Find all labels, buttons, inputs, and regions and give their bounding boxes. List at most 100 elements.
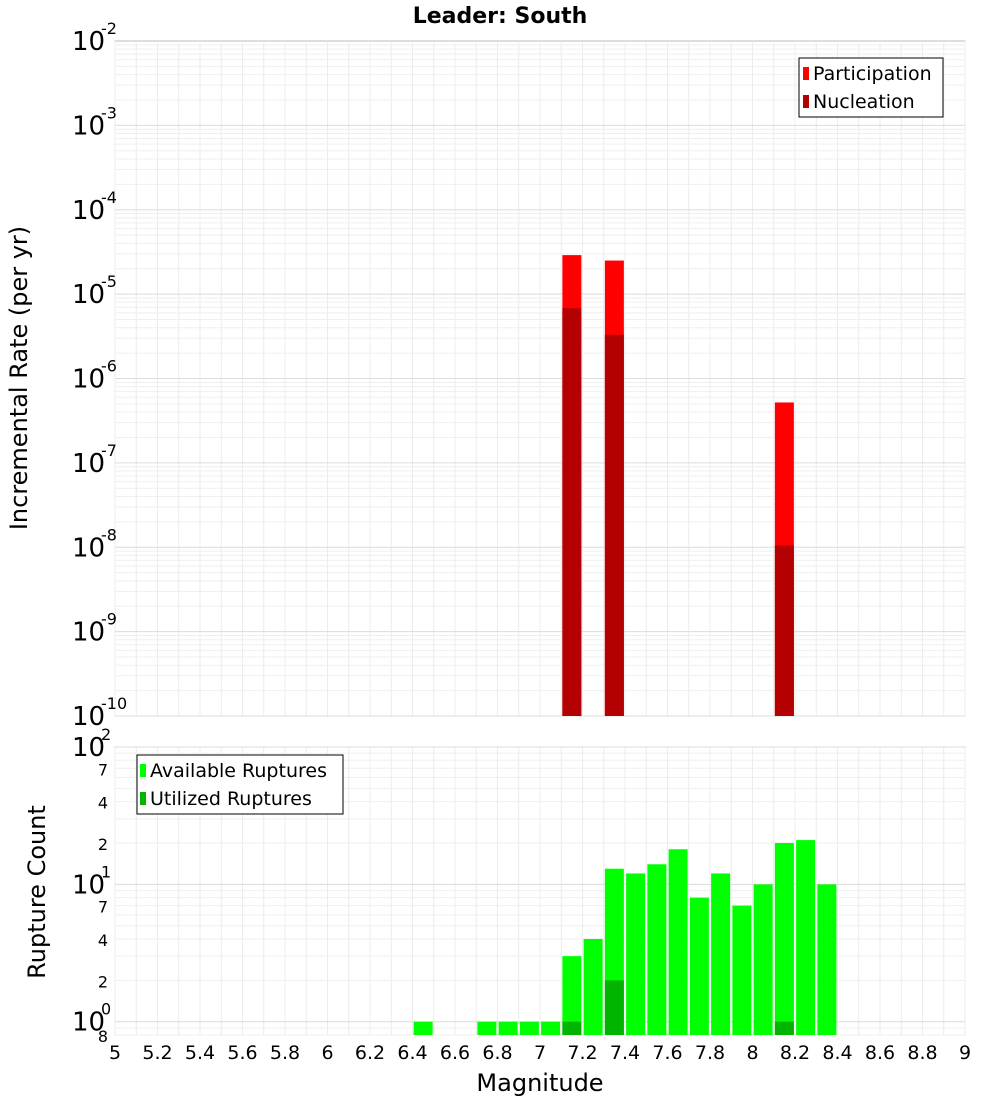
x-tick-label: 6 <box>321 1042 333 1064</box>
count-y-minor-tick: 4 <box>98 931 108 950</box>
nucleation-bar <box>774 545 794 716</box>
rate-y-tick-base: 10 <box>72 702 105 732</box>
available-ruptures-bar <box>583 939 603 1035</box>
x-tick-label: 5.8 <box>270 1042 300 1064</box>
available-legend-swatch <box>140 764 146 777</box>
rate-y-tick-exponent: -2 <box>101 19 117 38</box>
available-ruptures-bar <box>541 1021 561 1035</box>
x-tick-label: 6.2 <box>355 1042 385 1064</box>
available-ruptures-bar <box>753 884 773 1035</box>
x-tick-label: 5.6 <box>227 1042 257 1064</box>
utilized-ruptures-bar <box>562 1021 582 1035</box>
count-legend-box <box>136 754 344 815</box>
count-y-minor-tick: 7 <box>98 898 108 917</box>
x-tick-label: 9 <box>959 1042 971 1064</box>
count-legend: Available Ruptures Utilized Ruptures <box>136 754 344 815</box>
count-y-tick-base: 10 <box>72 870 105 900</box>
x-axis-label: Magnitude <box>476 1069 603 1097</box>
rate-y-tick-base: 10 <box>72 111 105 141</box>
rate-y-tick-base: 10 <box>72 196 105 226</box>
rate-y-tick-exponent: -3 <box>101 103 117 122</box>
count-y-minor-tick: 8 <box>98 1027 108 1046</box>
rate-y-tick-base: 10 <box>72 618 105 648</box>
rate-y-tick-exponent: -4 <box>101 188 117 207</box>
rate-y-tick-exponent: -7 <box>101 441 117 460</box>
utilized-legend-label: Utilized Ruptures <box>150 788 312 810</box>
nucleation-legend-label: Nucleation <box>813 91 915 113</box>
rate-chart: Leader: South 10-1010-910-810-710-610-51… <box>5 4 966 732</box>
available-ruptures-bar <box>519 1021 539 1035</box>
rate-y-axis-label: Incremental Rate (per yr) <box>5 226 33 530</box>
available-ruptures-bar <box>647 864 667 1035</box>
rate-legend: Participation Nucleation <box>798 57 944 118</box>
rate-y-tick-exponent: -5 <box>101 272 117 291</box>
nucleation-bar <box>604 334 624 716</box>
x-tick-label: 6.4 <box>397 1042 427 1064</box>
participation-legend-label: Participation <box>813 63 932 85</box>
x-tick-label: 8.2 <box>780 1042 810 1064</box>
x-tick-label: 8 <box>746 1042 758 1064</box>
available-ruptures-bar <box>817 884 837 1035</box>
available-ruptures-bar <box>413 1021 433 1035</box>
utilized-ruptures-bar <box>604 980 624 1035</box>
count-y-minor-tick: 2 <box>98 972 108 991</box>
count-y-minor-tick: 4 <box>98 794 108 813</box>
rate-legend-box <box>798 57 944 118</box>
x-tick-label: 7.8 <box>695 1042 725 1064</box>
x-tick-label: 5.2 <box>142 1042 172 1064</box>
count-y-minor-tick: 2 <box>98 835 108 854</box>
utilized-legend-swatch <box>140 792 146 805</box>
count-bars <box>413 840 837 1035</box>
rate-y-tick-exponent: -10 <box>101 694 127 713</box>
available-ruptures-bar <box>732 905 752 1035</box>
x-tick-label: 7.4 <box>610 1042 640 1064</box>
rate-y-tick-base: 10 <box>72 449 105 479</box>
available-ruptures-bar <box>668 849 688 1035</box>
available-ruptures-bar <box>796 840 816 1035</box>
nucleation-legend-swatch <box>803 95 809 108</box>
rate-bars <box>562 255 794 716</box>
x-tick-label: 7.6 <box>652 1042 682 1064</box>
x-tick-label: 5.4 <box>185 1042 215 1064</box>
count-y-minor-tick: 7 <box>98 760 108 779</box>
x-tick-label: 6.6 <box>440 1042 470 1064</box>
count-y-tick-base: 10 <box>72 733 105 763</box>
nucleation-bar <box>562 308 582 716</box>
count-y-tick-exponent: 0 <box>101 1000 111 1019</box>
available-ruptures-bar <box>711 873 731 1035</box>
available-ruptures-bar <box>498 1021 518 1035</box>
rate-chart-title: Leader: South <box>413 4 588 29</box>
x-tick-label: 7 <box>534 1042 546 1064</box>
count-x-ticks: 5 5.2 5.4 5.6 5.8 6 6.2 6.4 6.6 6.8 7 7.2 7.4 7.6 7.8 8… <box>109 1042 971 1064</box>
count-y-tick-exponent: 2 <box>101 725 111 744</box>
rate-y-tick-exponent: -8 <box>101 525 117 544</box>
available-ruptures-bar <box>626 873 646 1035</box>
rate-y-tick-base: 10 <box>72 280 105 310</box>
x-tick-label: 8.4 <box>822 1042 852 1064</box>
utilized-ruptures-bar <box>774 1021 794 1035</box>
x-tick-label: 8.8 <box>907 1042 937 1064</box>
rate-y-tick-exponent: -6 <box>101 357 117 376</box>
available-legend-label: Available Ruptures <box>150 760 327 782</box>
available-ruptures-bar <box>774 843 794 1035</box>
available-ruptures-bar <box>562 956 582 1035</box>
rate-y-tick-exponent: -9 <box>101 610 117 629</box>
x-tick-label: 6.8 <box>482 1042 512 1064</box>
rate-y-tick-base: 10 <box>72 533 105 563</box>
x-tick-label: 5 <box>109 1042 121 1064</box>
participation-legend-swatch <box>803 67 809 80</box>
count-y-axis-label: Rupture Count <box>23 805 51 979</box>
rate-grid <box>114 41 966 717</box>
rate-y-tick-base: 10 <box>72 27 105 57</box>
x-tick-label: 7.2 <box>567 1042 597 1064</box>
count-y-tick-exponent: 1 <box>101 862 111 881</box>
rate-y-tick-base: 10 <box>72 365 105 395</box>
available-ruptures-bar <box>477 1021 497 1035</box>
available-ruptures-bar <box>689 897 709 1035</box>
count-y-tick-base: 10 <box>72 1008 105 1038</box>
x-tick-label: 8.6 <box>865 1042 895 1064</box>
